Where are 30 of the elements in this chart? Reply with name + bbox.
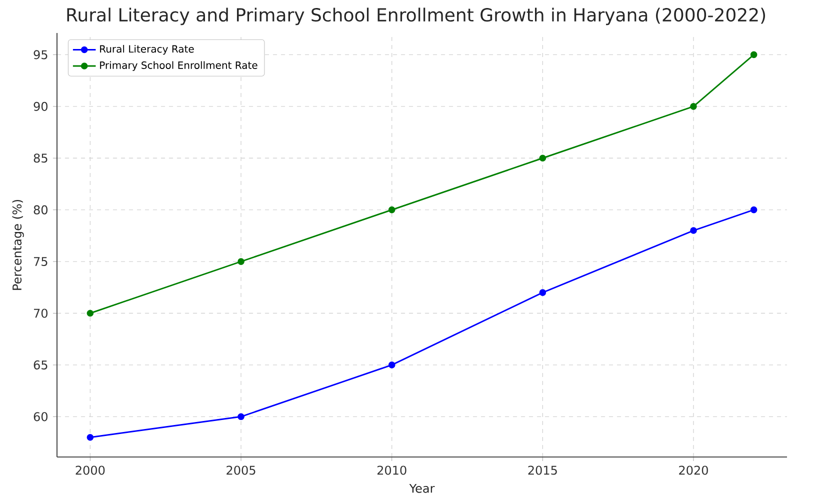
x-tick-label: 2020	[679, 466, 708, 475]
y-tick-label: 95	[34, 50, 48, 60]
legend-label: Rural Literacy Rate	[100, 44, 194, 54]
y-tick-label: 85	[34, 153, 48, 163]
point	[690, 102, 697, 110]
y-tick-label: 65	[34, 360, 48, 370]
y-tick-label: 60	[34, 412, 48, 422]
y-tick-label: 90	[34, 102, 48, 111]
point	[388, 206, 396, 214]
chart-title: Rural Literacy and Primary School Enrollment Growth in Haryana (2000-2022)	[67, 8, 766, 25]
x-tick-label: 2000	[76, 466, 105, 475]
y-tick-label: 70	[34, 308, 48, 318]
point	[388, 361, 396, 368]
y-tick-label: 75	[34, 256, 48, 266]
x-axis-title: Year	[409, 484, 435, 493]
point	[539, 154, 546, 162]
point	[539, 289, 546, 296]
x-tick-label: 2005	[226, 466, 256, 475]
point	[690, 226, 697, 234]
point	[750, 51, 758, 58]
legend-label: Primary School Enrollment Rate	[100, 61, 258, 71]
point	[238, 413, 244, 420]
point	[86, 434, 94, 441]
point	[238, 258, 244, 265]
y-tick-label: 80	[34, 205, 48, 214]
y-axis-title: Percentage (%)	[12, 200, 24, 290]
point	[750, 206, 758, 214]
x-tick-label: 2015	[528, 466, 557, 475]
x-tick-label: 2010	[377, 466, 406, 475]
point	[86, 310, 94, 317]
